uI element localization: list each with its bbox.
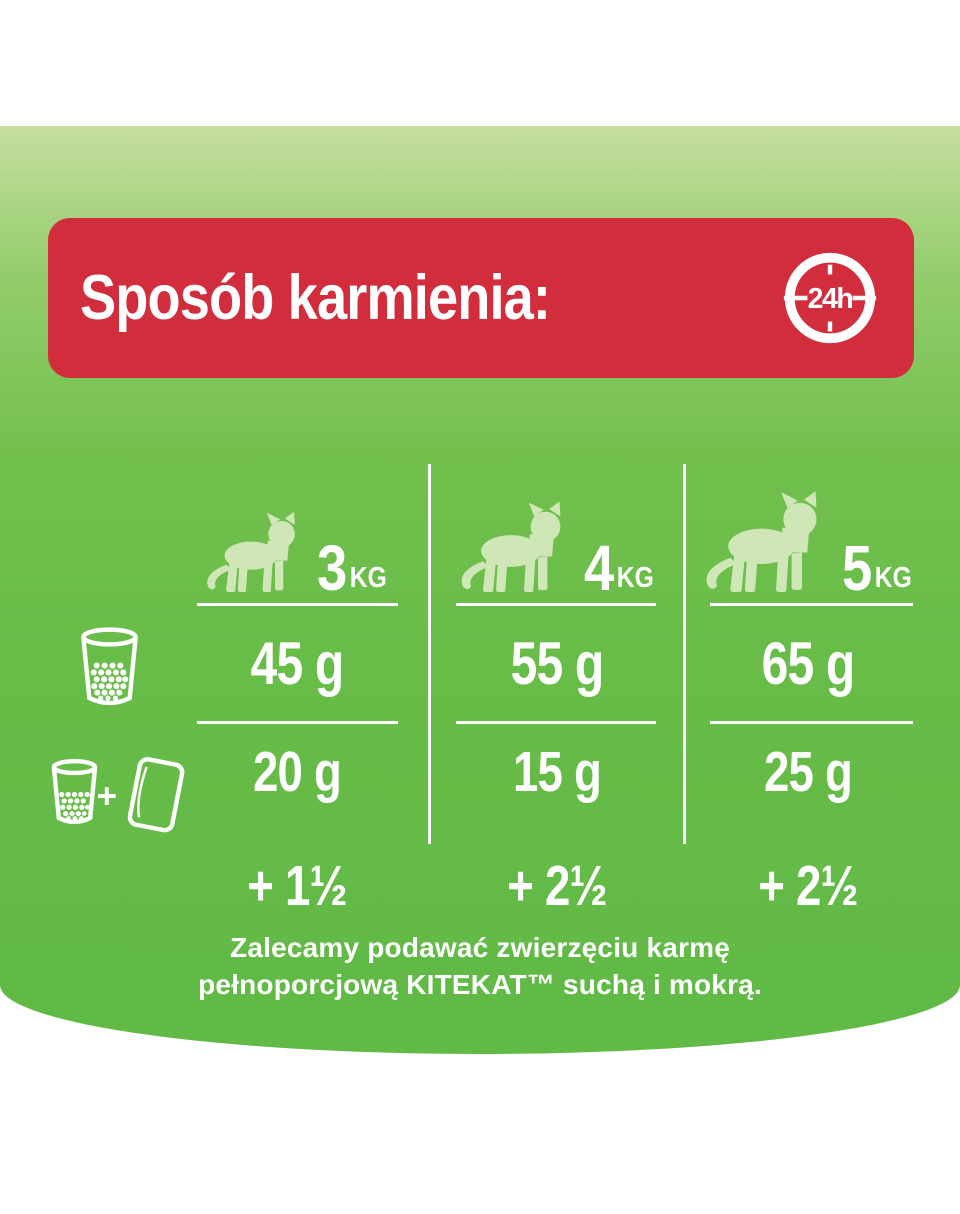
mixed-pouch-count: + 2½ — [507, 854, 607, 918]
dry-amount-cell-5kg: 65 g — [761, 630, 856, 697]
row-divider — [710, 603, 913, 606]
weight-label: 4 KG — [584, 536, 654, 600]
kibble-dots — [90, 662, 129, 701]
weight-unit: KG — [349, 562, 387, 594]
dry-food-cup-icon — [81, 627, 138, 706]
weight-value: 5 — [842, 532, 872, 604]
feeding-header-card: Sposób karmienia: 24h — [48, 218, 914, 378]
clock-label: 24h — [808, 283, 853, 315]
weight-header-cell-5kg: 5 KG — [683, 468, 933, 600]
weight-label: 5 KG — [842, 536, 912, 600]
mixed-amount-cell-5kg: 25 g + 2½ — [712, 744, 904, 915]
cat-silhouette-icon-medium — [448, 495, 574, 592]
mixed-pouch-count: + 1½ — [247, 854, 347, 918]
row-divider — [456, 603, 656, 606]
feeding-note-line2: pełnoporcjową KITEKAT™ suchą i mokrą. — [198, 969, 762, 1000]
cup-plus-pouch-icon: + — [51, 757, 185, 833]
cat-silhouette-icon-small — [195, 506, 307, 592]
mixed-amount-cell-3kg: 20 g + 1½ — [201, 744, 393, 915]
dry-amount-cell-3kg: 45 g — [250, 630, 345, 697]
row-divider — [456, 721, 656, 724]
column-divider-2 — [683, 464, 686, 844]
mixed-amount-cell-4kg: 15 g + 2½ — [461, 744, 653, 915]
page-title: Sposób karmienia: — [80, 263, 551, 333]
24h-clock-icon: 24h — [783, 252, 877, 344]
row-divider — [197, 721, 398, 724]
row-divider — [197, 603, 398, 606]
weight-unit: KG — [875, 562, 913, 594]
column-divider-1 — [428, 464, 431, 844]
feeding-note: Zalecamy podawać zwierzęciu karmę pełnop… — [0, 929, 960, 1003]
weight-header-cell-4kg: 4 KG — [432, 468, 682, 600]
feeding-note-line1: Zalecamy podawać zwierzęciu karmę — [230, 932, 730, 963]
weight-label: 3 KG — [317, 536, 387, 600]
weight-unit: KG — [616, 562, 654, 594]
weight-header-cell-3kg: 3 KG — [172, 468, 422, 600]
cat-silhouette-icon-large — [691, 484, 832, 592]
weight-value: 3 — [316, 532, 347, 604]
mixed-dry-grams: 25 g — [763, 740, 853, 804]
wet-food-pouch-icon — [127, 757, 185, 833]
weight-value: 4 — [583, 532, 614, 604]
dry-amount-cell-4kg: 55 g — [510, 630, 605, 697]
row-divider — [710, 721, 913, 724]
mixed-pouch-count: + 2½ — [758, 854, 858, 918]
mixed-dry-grams: 15 g — [512, 740, 602, 804]
small-cup-icon — [51, 759, 98, 825]
mixed-dry-grams: 20 g — [252, 740, 342, 804]
plus-sign: + — [96, 777, 117, 816]
